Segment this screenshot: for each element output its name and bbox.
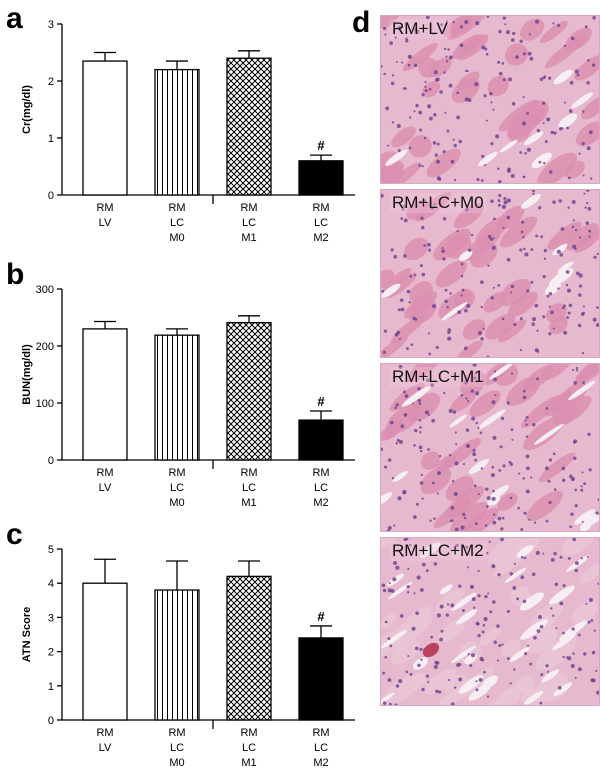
y-axis-label: ATN Score [21,607,33,662]
category-label: M1 [241,497,256,509]
significance-mark: # [317,138,325,153]
category-label: LV [99,217,112,229]
chart-bun: 0 100 200 300 BUN(mg/dl) RM LV RM LC M0 RM LC M1 # RM L… [21,284,355,509]
bar [82,60,128,196]
category-label: RM [312,467,329,479]
tissue-image [381,16,599,183]
y-tick-label: 200 [36,341,54,353]
y-axis-label: BUN(mg/dl) [21,344,33,405]
category-label: LC [170,482,184,494]
panel-letter-d: d [352,6,371,39]
category-label: RM [96,727,113,739]
tissue-image [381,538,599,705]
panel-letter-c: c [6,518,23,551]
category-label: RM [168,202,185,214]
bar [298,419,344,461]
category-label: LC [314,482,328,494]
category-label: LC [242,217,256,229]
micrograph-rm-lc-m2: RM+LC+M2 [380,537,600,706]
category-label: RM [240,727,257,739]
significance-mark: # [317,609,325,624]
category-label: M0 [169,757,184,769]
bar [298,637,344,721]
y-tick-label: 0 [48,190,54,202]
category-label: RM [168,467,185,479]
category-label: M1 [241,757,256,769]
y-tick-label: 4 [48,578,54,590]
bar [154,334,200,461]
y-tick-label: 2 [48,647,54,659]
tissue-image [381,190,599,357]
y-tick-label: 1 [48,681,54,693]
significance-mark: # [317,394,325,409]
category-label: LC [170,217,184,229]
y-tick-label: 100 [36,398,54,410]
micrograph-label: RM+LC+M2 [389,541,487,561]
category-label: LC [242,482,256,494]
bar [154,589,200,721]
category-label: M0 [169,497,184,509]
category-label: RM [240,467,257,479]
category-label: RM [168,727,185,739]
y-axis-label: Cr(mg/dl) [21,85,33,134]
category-label: LC [314,742,328,754]
y-tick-label: 300 [36,284,54,296]
bar [82,328,128,461]
category-label: LV [99,742,112,754]
tissue-image [381,364,599,531]
bar [226,321,272,461]
micrograph-label: RM+LC+M0 [389,193,487,213]
category-label: RM [96,202,113,214]
panel-letter-a: a [6,2,23,35]
bar [154,68,200,196]
category-label: M1 [241,232,256,244]
y-tick-label: 3 [48,612,54,624]
micrograph-rm-lc-m1: RM+LC+M1 [380,363,600,532]
y-tick-label: 3 [48,19,54,31]
bar [226,57,272,196]
category-label: LC [314,217,328,229]
category-label: M2 [313,497,328,509]
micrograph-label: RM+LV [389,19,451,39]
category-label: RM [312,727,329,739]
category-label: RM [312,202,329,214]
category-label: M2 [313,232,328,244]
y-tick-label: 0 [48,715,54,727]
category-label: RM [96,467,113,479]
category-label: LV [99,482,112,494]
y-tick-label: 0 [48,455,54,467]
micrograph-label: RM+LC+M1 [389,367,487,387]
y-tick-label: 2 [48,76,54,88]
bar [226,575,272,721]
bar [82,582,128,721]
panel-letter-b: b [6,258,25,291]
bar [298,160,344,196]
category-label: M0 [169,232,184,244]
chart-atn-score: 0 1 2 3 4 5 ATN Score RM LV RM LC M0 RM LC M1 # RM LC M2 [21,544,355,769]
category-label: LC [170,742,184,754]
category-label: RM [240,202,257,214]
micrograph-rm-lc-m0: RM+LC+M0 [380,189,600,358]
category-label: LC [242,742,256,754]
category-label: M2 [313,757,328,769]
y-tick-label: 1 [48,133,54,145]
y-tick-label: 5 [48,544,54,556]
chart-cr: 0 1 2 3 Cr(mg/dl) RM LV RM LC M0 RM LC M1 # RM LC M2 [21,19,355,244]
micrograph-rm-lv: RM+LV [380,15,600,184]
